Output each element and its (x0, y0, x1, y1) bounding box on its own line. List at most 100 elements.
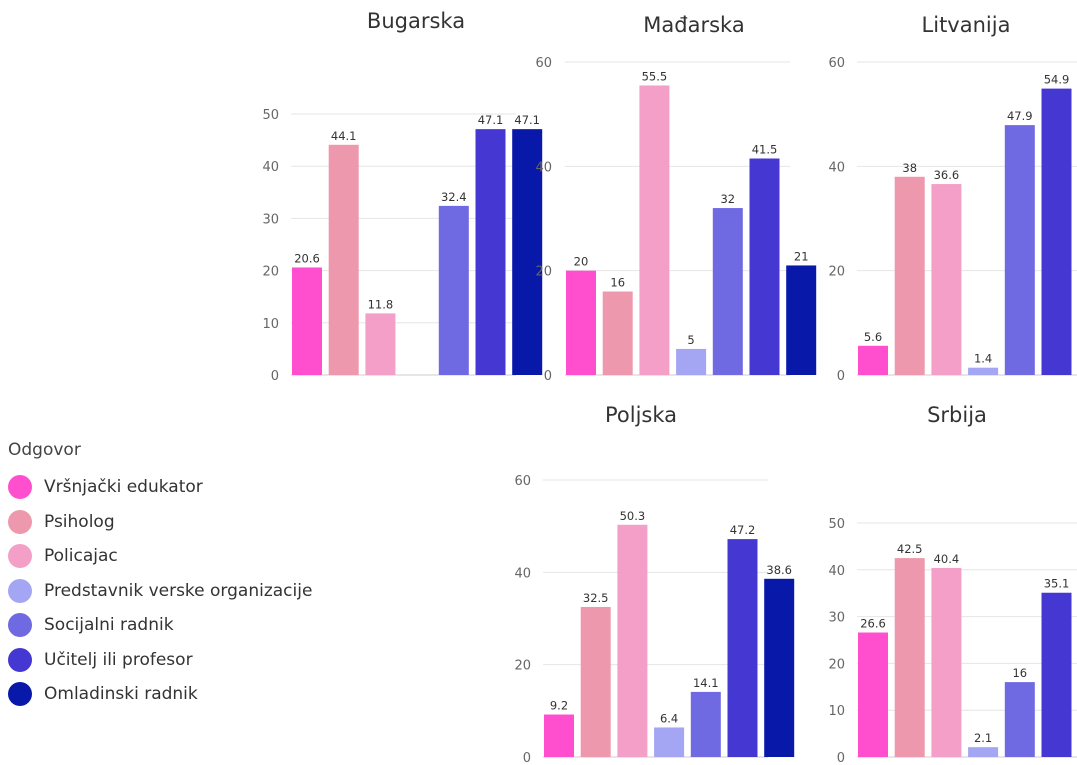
data-label: 32.5 (583, 591, 609, 605)
data-label: 42.5 (897, 542, 923, 556)
legend-label: Učitelj ili profesor (44, 649, 193, 670)
panel-title: Litvanija (922, 13, 1011, 37)
bar (690, 691, 721, 757)
y-tick-label: 40 (828, 160, 845, 175)
legend-swatch (8, 613, 32, 638)
legend-item-peer-educator: Vršnjački edukator (8, 470, 312, 505)
y-tick-label: 40 (262, 160, 279, 175)
y-tick-label: 50 (828, 517, 845, 532)
y-tick-label: 10 (828, 704, 845, 719)
panel-title: Poljska (605, 403, 677, 427)
bar (894, 558, 925, 757)
bar (786, 265, 817, 375)
bar (968, 367, 999, 375)
bar (328, 144, 359, 375)
legend-swatch (8, 647, 32, 672)
data-label: 32.4 (441, 190, 467, 204)
bar (292, 267, 322, 375)
bar (544, 714, 574, 757)
data-label: 44.1 (331, 129, 357, 143)
bar (968, 747, 999, 757)
bar (894, 176, 925, 375)
legend-swatch (8, 682, 32, 707)
y-tick-label: 20 (514, 659, 531, 674)
data-label: 54.9 (1044, 73, 1070, 87)
bar (512, 129, 543, 375)
bar (438, 205, 469, 375)
y-tick-label: 20 (828, 265, 845, 280)
y-tick-label: 20 (535, 265, 552, 280)
data-label: 47.9 (1007, 109, 1033, 123)
data-label: 55.5 (642, 69, 668, 83)
bar (617, 524, 648, 757)
data-label: 5.6 (864, 330, 882, 344)
bar (602, 291, 633, 375)
bar (1041, 592, 1072, 757)
y-tick-label: 60 (535, 56, 552, 71)
legend-label: Predstavnik verske organizacije (44, 580, 313, 601)
y-tick-label: 40 (828, 564, 845, 579)
legend-item-youth-worker: Omladinski radnik (8, 677, 312, 712)
data-label: 50.3 (620, 509, 646, 523)
bar (931, 184, 962, 375)
legend-swatch (8, 578, 32, 603)
data-label: 47.1 (478, 113, 504, 127)
legend-swatch (8, 509, 32, 534)
legend-label: Omladinski radnik (44, 684, 198, 705)
y-tick-label: 0 (544, 369, 552, 384)
data-label: 41.5 (752, 143, 778, 157)
data-label: 47.2 (730, 523, 756, 537)
y-tick-label: 30 (262, 212, 279, 227)
data-label: 11.8 (368, 297, 394, 311)
data-label: 47.1 (514, 113, 540, 127)
bar (566, 270, 596, 375)
y-tick-label: 0 (837, 751, 845, 765)
legend-swatch (8, 475, 32, 500)
data-label: 5 (687, 333, 694, 347)
data-label: 40.4 (934, 552, 960, 566)
panel-title: Bugarska (367, 9, 465, 33)
data-label: 32 (720, 192, 735, 206)
bar (858, 345, 888, 375)
bar (475, 129, 506, 375)
panel-title: Mađarska (643, 13, 744, 37)
data-label: 1.4 (974, 352, 992, 366)
data-label: 38 (902, 161, 917, 175)
legend-label: Vršnjački edukator (44, 477, 203, 498)
legend-item-religious-representative: Predstavnik verske organizacije (8, 574, 312, 609)
y-tick-label: 50 (262, 108, 279, 123)
legend-item-police-officer: Policajac (8, 539, 312, 574)
bar (676, 348, 707, 375)
bar (931, 567, 962, 757)
bar (749, 158, 780, 375)
bar (858, 632, 888, 757)
data-label: 14.1 (693, 676, 719, 690)
y-tick-label: 0 (271, 369, 279, 384)
y-tick-label: 30 (828, 611, 845, 626)
y-tick-label: 40 (514, 566, 531, 581)
y-tick-label: 60 (828, 56, 845, 71)
data-label: 16 (610, 276, 625, 290)
bar (712, 208, 743, 375)
data-label: 26.6 (860, 617, 886, 631)
bar (764, 578, 795, 757)
y-tick-label: 20 (828, 657, 845, 672)
bar (1004, 125, 1035, 375)
bar (654, 727, 685, 757)
data-label: 38.6 (766, 563, 792, 577)
panel-title: Srbija (927, 403, 987, 427)
data-label: 36.6 (934, 168, 960, 182)
y-tick-label: 40 (535, 160, 552, 175)
y-tick-label: 0 (523, 751, 531, 765)
bar (1041, 88, 1072, 375)
data-label: 6.4 (660, 711, 678, 725)
data-label: 9.2 (550, 699, 568, 713)
legend: Odgovor Vršnjački edukator Psiholog Poli… (8, 440, 312, 712)
data-label: 2.1 (974, 731, 992, 745)
data-label: 20.6 (294, 251, 320, 265)
legend-label: Policajac (44, 546, 118, 567)
bar (639, 85, 670, 375)
legend-item-psychologist: Psiholog (8, 505, 312, 540)
bar (727, 539, 758, 757)
